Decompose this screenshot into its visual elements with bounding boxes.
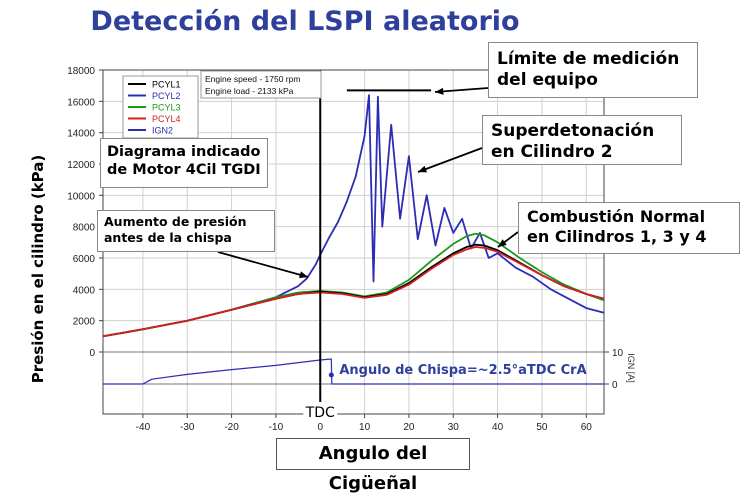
engine-info-box: Engine speed - 1750 rpm Engine load - 213… [200,70,322,99]
arrow-limit-head [435,87,444,95]
axis-ticks: 0200040006000800010000120001400016000180… [67,66,636,433]
legend-label: PCYL1 [152,80,181,90]
callout-normal-combustion: Combustión Normal en Cilindros 1, 3 y 4 [518,202,740,254]
x-tick-label: 0 [317,422,323,433]
x-tick-label: 10 [359,422,371,433]
series-line-pcyl2 [102,94,605,338]
callout-pressure-rise: Aumento de presión antes de la chispa [97,210,275,252]
callout-superdetonation: Superdetonación en Cilindro 2 [482,115,682,165]
series-line-ign2 [103,358,604,385]
engine-info-bg [200,70,322,99]
arrow-superdetonation [417,147,483,173]
chart-series [102,94,605,385]
y-tick-label: 2000 [73,317,96,328]
arrow-superdetonation-head [418,165,427,173]
x-tick-label: -10 [269,422,284,433]
x-tick-label: 20 [403,422,415,433]
engine-load-label: Engine load - 2133 kPa [205,86,294,96]
y-tick-label: 8000 [73,223,96,234]
callout-diagram: Diagrama indicado de Motor 4Cil TGDI [100,138,268,188]
legend-label: PCYL4 [152,114,181,124]
y2-tick-label: 10 [612,348,624,359]
legend-label: IGN2 [152,126,173,136]
arrow-pressure-rise-head [299,271,308,279]
legend-label: PCYL2 [152,91,181,101]
y-tick-label: 14000 [67,129,95,140]
tdc-label: TDC [305,405,335,421]
arrow-normal-head [498,239,507,247]
x-tick-label: 30 [448,422,460,433]
y-tick-label: 4000 [73,285,96,296]
y-tick-label: 12000 [67,160,95,171]
y-tick-label: 16000 [67,97,95,108]
chart-title: Detección del LSPI aleatorio [90,6,520,37]
y2-axis-label: IGN [A] [626,353,636,383]
spark-angle-label: Angulo de Chispa=~2.5°aTDC CrA [339,363,586,378]
series-line-pcyl4 [102,246,605,338]
tdc-label-bg [303,402,338,420]
x-tick-label: -40 [136,422,151,433]
callout-limit: Límite de medición del equipo [488,42,698,98]
y-tick-label: 0 [89,348,95,359]
arrow-limit [434,87,489,93]
y-tick-label: 10000 [67,191,95,202]
x-tick-label: 50 [536,422,548,433]
x-tick-label: -20 [224,422,239,433]
x-tick-label: -30 [180,422,195,433]
y-axis-label: Presión en el cilindro (kPa) [29,154,47,384]
spark-marker [328,372,334,378]
y-tick-label: 6000 [73,254,96,265]
x-tick-label: 40 [492,422,504,433]
engine-speed-label: Engine speed - 1750 rpm [205,74,300,84]
x-tick-label: 60 [581,422,593,433]
x-axis-label: Angulo del Cigüeñal [276,438,470,494]
arrow-pressure-rise [217,251,309,278]
y2-tick-label: 0 [612,380,618,391]
legend-label: PCYL3 [152,103,181,113]
y-tick-label: 18000 [67,66,95,77]
